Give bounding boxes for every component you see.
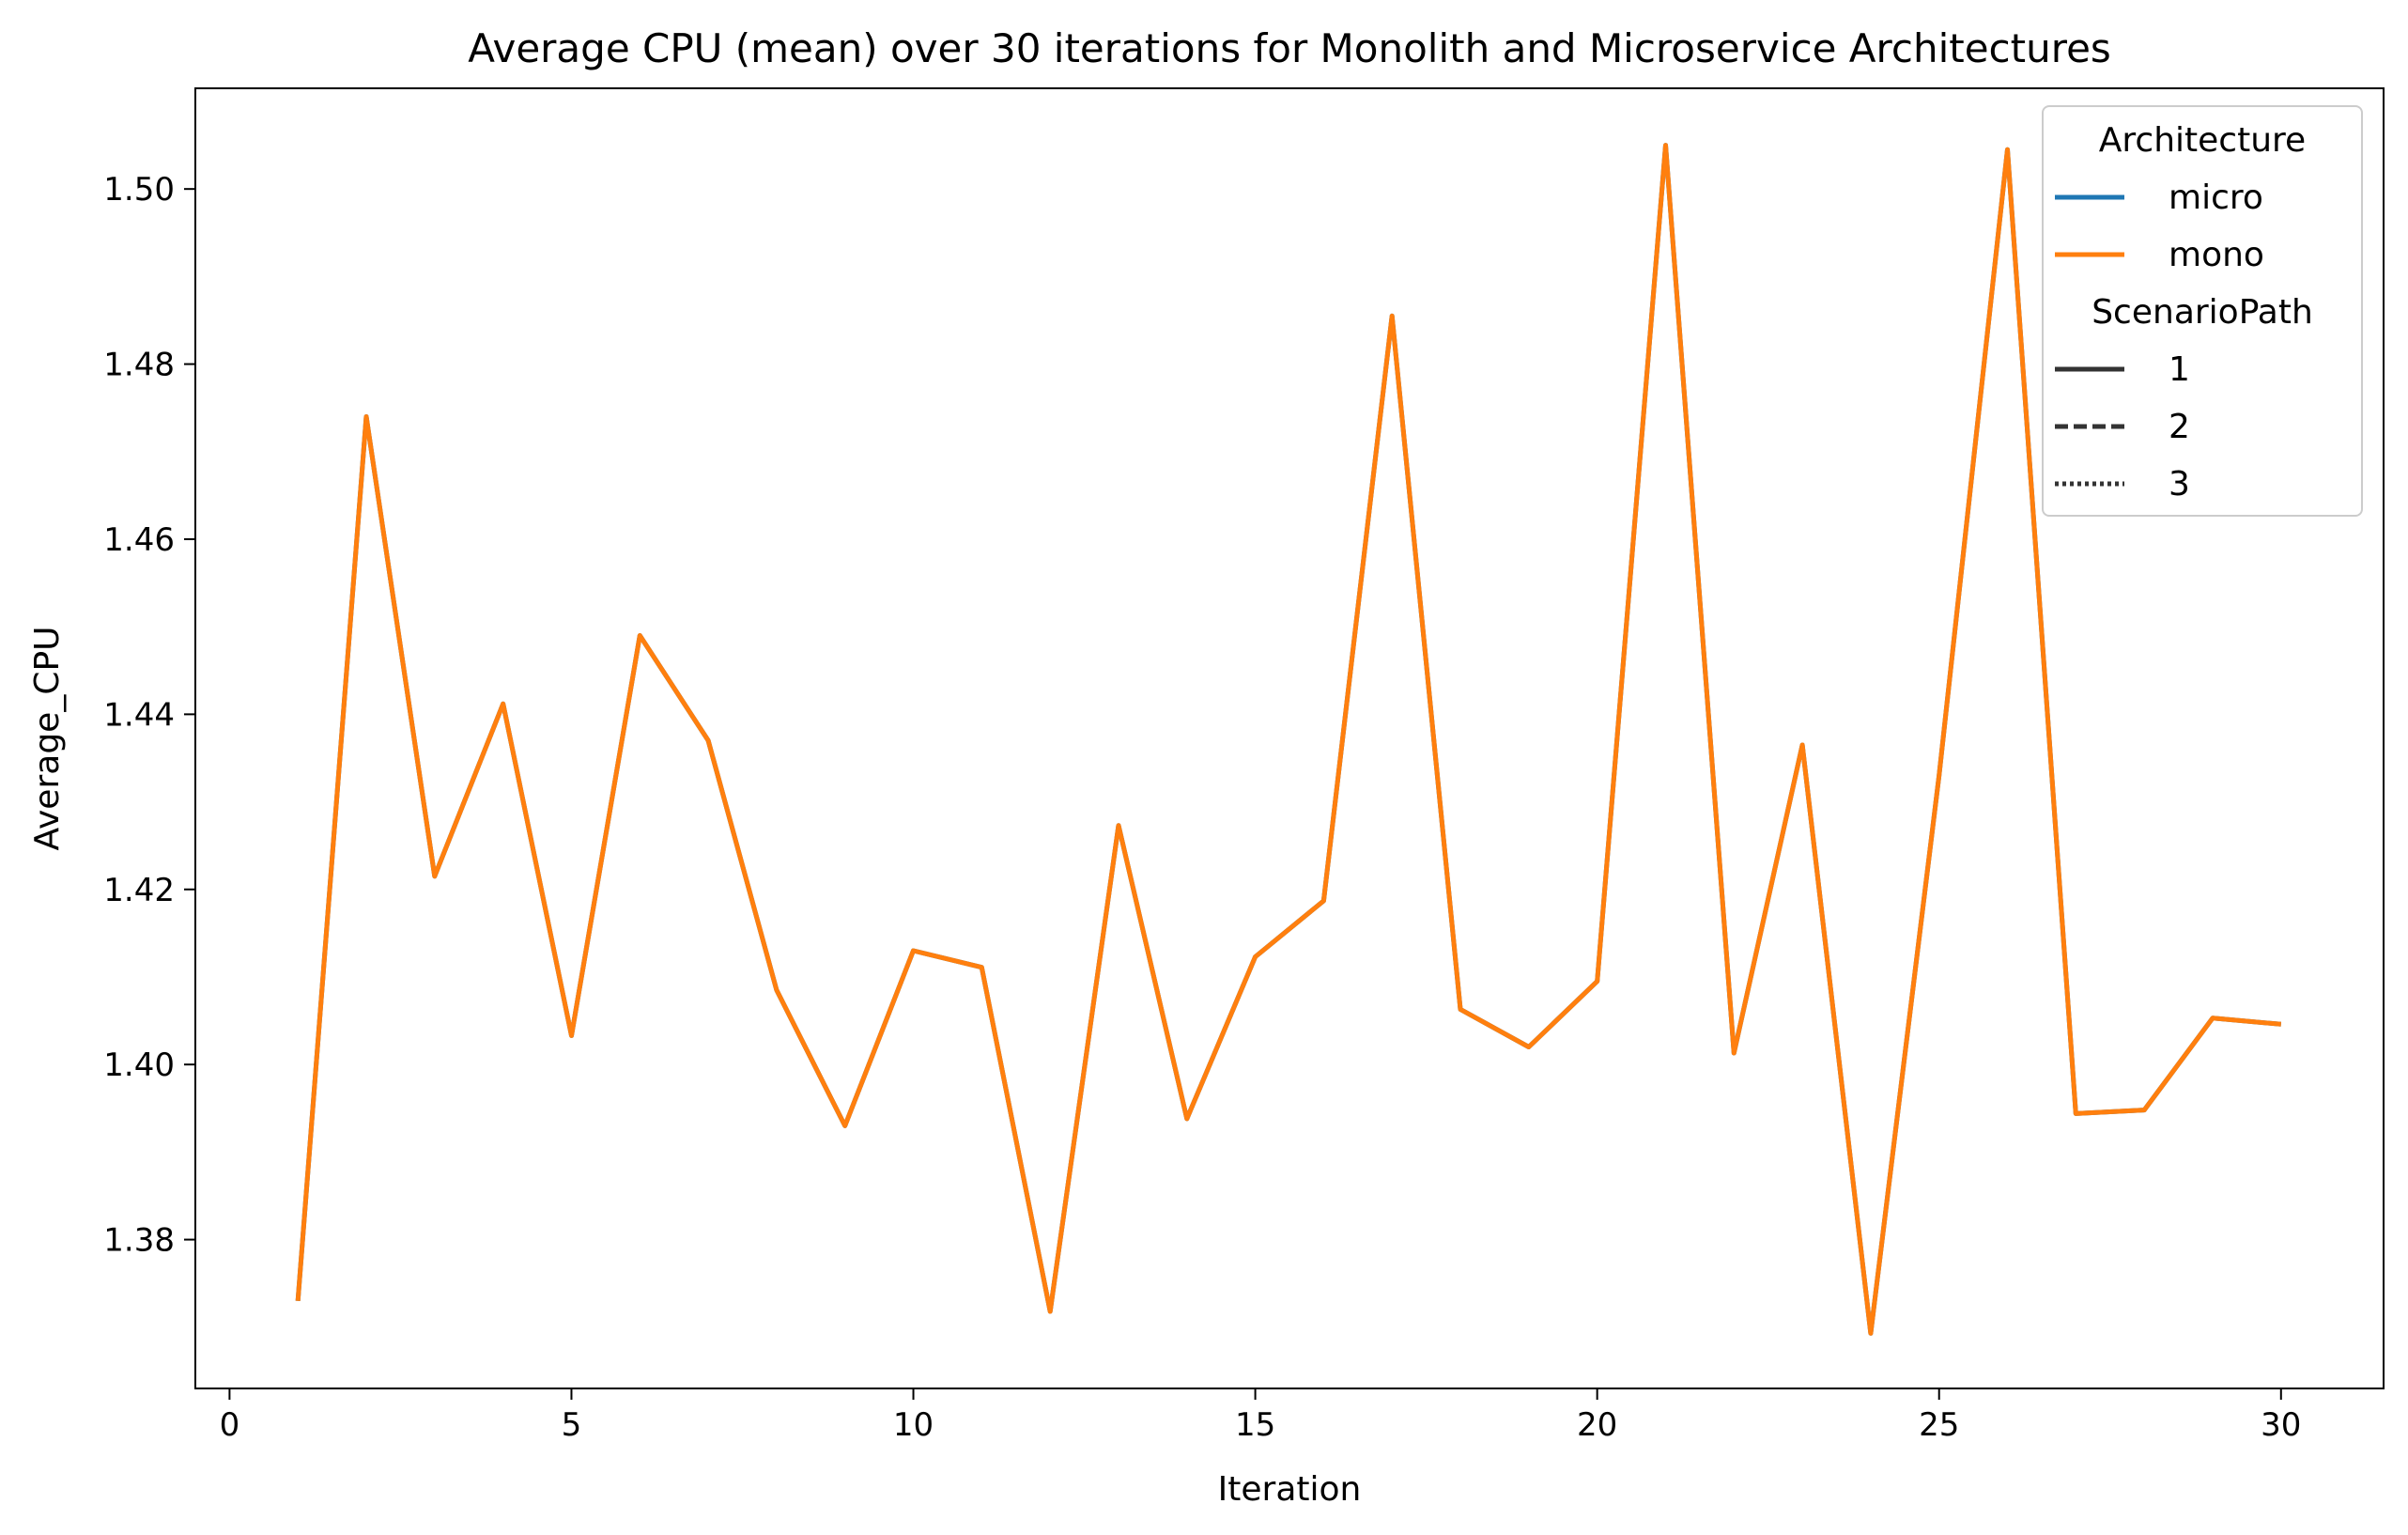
legend-entry-label: 1 <box>2169 350 2190 389</box>
series-layer <box>295 143 2282 1336</box>
x-tick-label: 10 <box>893 1406 934 1444</box>
y-tick-label: 1.42 <box>103 872 175 909</box>
x-tick-label: 5 <box>562 1406 582 1444</box>
y-tick-label: 1.40 <box>103 1047 175 1084</box>
x-axis-label: Iteration <box>1218 1470 1362 1509</box>
y-axis: 1.38 1.40 1.42 1.44 1.46 1.48 1.50 <box>103 171 195 1260</box>
y-tick-label: 1.48 <box>103 347 175 384</box>
y-tick-label: 1.44 <box>103 696 175 734</box>
legend-entry-label: mono <box>2169 236 2264 274</box>
legend-group-title: Architecture <box>2099 121 2306 160</box>
x-tick-label: 15 <box>1235 1406 1275 1444</box>
y-tick-label: 1.50 <box>103 171 175 209</box>
plot-frame <box>194 87 2385 1389</box>
y-axis-label: Average_CPU <box>28 626 67 850</box>
series-line-mono <box>295 143 2282 1336</box>
legend: Architecture micro mono ScenarioPath 1 2 3 <box>2042 105 2363 517</box>
chart-title: Average CPU (mean) over 30 iterations fo… <box>468 25 2111 71</box>
legend-entry-label: 3 <box>2169 465 2190 504</box>
x-tick-label: 30 <box>2261 1406 2301 1444</box>
x-tick-label: 25 <box>1919 1406 1959 1444</box>
legend-entry-label: 2 <box>2169 408 2190 446</box>
y-tick-label: 1.46 <box>103 521 175 559</box>
x-tick-label: 20 <box>1577 1406 1617 1444</box>
legend-box <box>2042 105 2363 517</box>
series-line-micro <box>295 143 2282 1336</box>
y-tick-label: 1.38 <box>103 1222 175 1260</box>
legend-group-title: ScenarioPath <box>2092 293 2313 332</box>
x-tick-label: 0 <box>220 1406 240 1444</box>
legend-entry-label: micro <box>2169 178 2263 217</box>
x-axis: 0 5 10 15 20 25 30 <box>220 1388 2301 1444</box>
